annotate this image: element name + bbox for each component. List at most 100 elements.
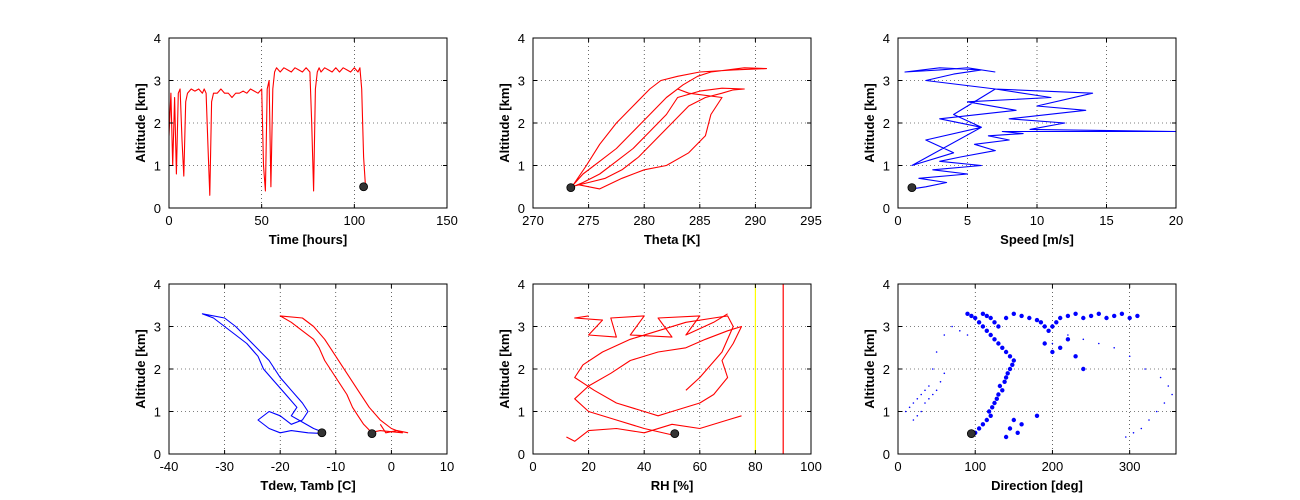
x-tick-label: 15 bbox=[1099, 213, 1113, 228]
data-point bbox=[1081, 366, 1086, 372]
data-point bbox=[1050, 324, 1055, 329]
x-tick-label: 280 bbox=[633, 213, 655, 228]
data-point bbox=[1098, 342, 1100, 345]
y-tick-label: 2 bbox=[883, 362, 890, 377]
x-tick-label: 40 bbox=[637, 459, 651, 474]
data-point bbox=[1159, 376, 1162, 379]
data-point bbox=[1011, 311, 1016, 316]
end-marker bbox=[367, 429, 377, 439]
x-tick-label: 10 bbox=[440, 459, 454, 474]
data-point bbox=[1011, 358, 1016, 363]
x-tick-label: 0 bbox=[894, 459, 901, 474]
x-tick-label: 285 bbox=[689, 213, 711, 228]
data-point bbox=[935, 389, 938, 392]
y-tick-label: 0 bbox=[518, 447, 525, 462]
data-point bbox=[1010, 362, 1015, 367]
data-point bbox=[980, 324, 986, 329]
y-tick-label: 2 bbox=[518, 116, 525, 131]
x-tick-label: 10 bbox=[1030, 213, 1044, 228]
data-point bbox=[1003, 349, 1009, 355]
data-point bbox=[1034, 317, 1040, 323]
data-point bbox=[904, 410, 907, 413]
data-point bbox=[976, 320, 982, 325]
plot-area bbox=[201, 313, 409, 439]
data-point bbox=[1058, 345, 1063, 350]
y-tick-label: 4 bbox=[883, 31, 890, 46]
data-point bbox=[1051, 342, 1054, 345]
data-point bbox=[1135, 313, 1140, 319]
y-tick-label: 3 bbox=[518, 74, 525, 89]
data-point bbox=[1065, 337, 1071, 342]
data-point bbox=[1171, 393, 1173, 396]
data-point bbox=[920, 393, 922, 396]
data-point bbox=[1065, 313, 1071, 319]
x-tick-label: 100 bbox=[343, 213, 365, 228]
data-point bbox=[943, 334, 946, 336]
data-point bbox=[1073, 354, 1078, 359]
data-point bbox=[1003, 434, 1009, 440]
chart-panel-3: 0 5 10 15 20 0 1 2 3 4 Speed [m/s] Altitude [km] bbox=[862, 31, 1183, 247]
data-point bbox=[912, 419, 915, 421]
x-tick-label: 100 bbox=[800, 459, 822, 474]
y-tick-label: 4 bbox=[518, 277, 525, 292]
end-marker bbox=[670, 429, 680, 439]
y-axis-title: Altitude [km] bbox=[497, 329, 512, 408]
data-point bbox=[988, 413, 993, 418]
x-tick-label: 0 bbox=[894, 213, 901, 228]
plot-area bbox=[566, 67, 768, 193]
data-point bbox=[1104, 315, 1109, 321]
series-line-1 bbox=[574, 315, 743, 436]
data-point bbox=[1132, 432, 1135, 434]
x-tick-label: 5 bbox=[964, 213, 971, 228]
y-axis-title: Altitude [km] bbox=[497, 83, 512, 162]
data-point bbox=[1128, 355, 1131, 358]
plot-area bbox=[904, 67, 1176, 193]
data-point bbox=[984, 313, 989, 319]
data-point bbox=[916, 398, 919, 400]
data-point bbox=[1073, 311, 1078, 316]
data-point bbox=[1163, 402, 1166, 404]
data-point bbox=[973, 315, 978, 321]
y-tick-label: 3 bbox=[883, 74, 890, 89]
x-axis-title: Speed [m/s] bbox=[1000, 232, 1074, 247]
x-axis-title: Tdew, Tamb [C] bbox=[260, 478, 355, 493]
data-point bbox=[928, 385, 930, 387]
y-tick-label: 3 bbox=[883, 320, 890, 335]
y-axis-title: Altitude [km] bbox=[862, 329, 877, 408]
data-point bbox=[965, 311, 970, 316]
y-tick-label: 3 bbox=[518, 320, 525, 335]
data-point bbox=[992, 400, 997, 406]
data-point bbox=[1054, 320, 1059, 325]
x-tick-label: 295 bbox=[800, 213, 822, 228]
x-tick-label: -40 bbox=[160, 459, 179, 474]
data-point bbox=[1015, 430, 1020, 435]
data-point bbox=[1000, 345, 1005, 350]
data-point bbox=[984, 328, 989, 333]
y-tick-label: 0 bbox=[154, 201, 161, 216]
data-point bbox=[996, 341, 1001, 346]
data-point bbox=[1003, 315, 1009, 321]
end-marker bbox=[566, 183, 576, 193]
y-axis-title: Altitude [km] bbox=[133, 83, 148, 162]
series-line-1 bbox=[570, 67, 768, 188]
data-point bbox=[1082, 338, 1085, 341]
chart-panel-1: 0 50 100 150 0 1 2 3 4 Time [hours] Altitude [km] bbox=[133, 31, 458, 247]
x-tick-label: 290 bbox=[745, 213, 767, 228]
y-axis-title: Altitude [km] bbox=[133, 329, 148, 408]
x-tick-label: 20 bbox=[1169, 213, 1183, 228]
chart-panel-4: -40 -30 -20 -10 0 10 0 1 2 3 4 Tdew, Tamb [C] Altitu… bbox=[133, 277, 454, 493]
data-point bbox=[1096, 311, 1102, 316]
data-point bbox=[1050, 349, 1055, 355]
data-point bbox=[992, 320, 997, 325]
series-line-3 bbox=[577, 88, 723, 190]
y-tick-label: 1 bbox=[883, 159, 890, 174]
x-axis-title: Time [hours] bbox=[269, 232, 348, 247]
data-point bbox=[980, 422, 986, 427]
series-line-3 bbox=[566, 415, 742, 442]
data-point bbox=[1058, 315, 1063, 321]
data-point bbox=[935, 351, 938, 353]
y-tick-label: 0 bbox=[154, 447, 161, 462]
end-marker bbox=[317, 428, 327, 438]
data-point bbox=[939, 381, 942, 383]
data-point bbox=[928, 398, 930, 400]
